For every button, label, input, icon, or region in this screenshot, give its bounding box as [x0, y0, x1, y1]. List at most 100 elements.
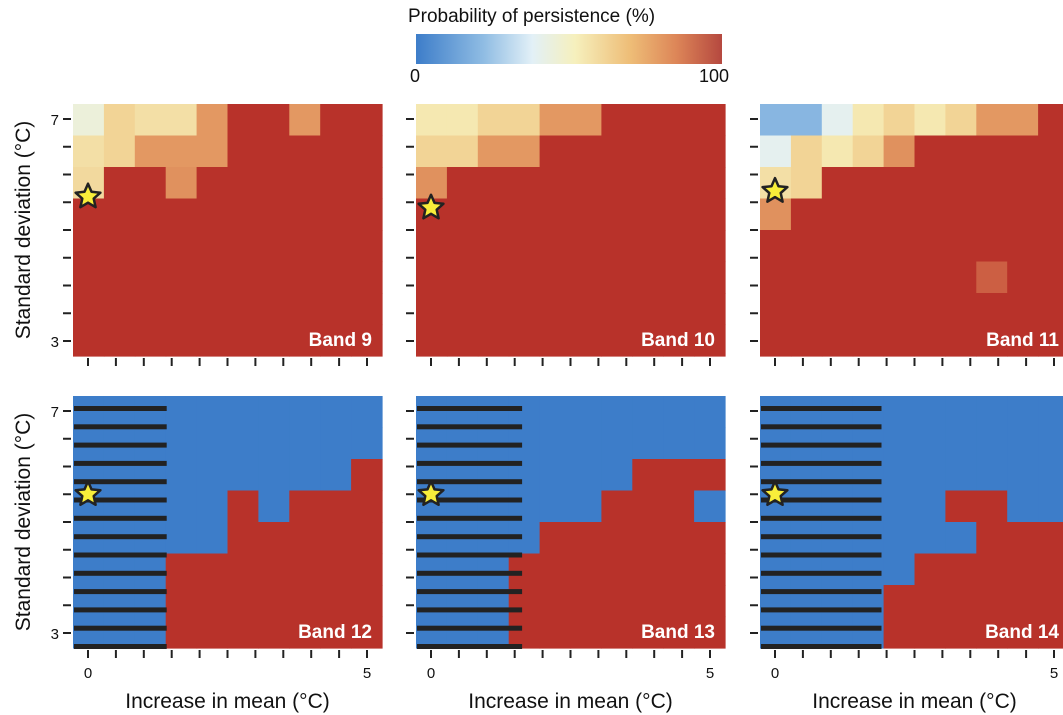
- heatmap-cell: [1038, 553, 1063, 586]
- heatmap-cell: [477, 616, 510, 649]
- heatmap-cell: [508, 135, 541, 168]
- heatmap-cell: [351, 104, 383, 137]
- heatmap-cell: [73, 230, 105, 263]
- heatmap-cell: [945, 427, 977, 460]
- heatmap-panel: 3 7 Standard deviation (°C) Band 9: [12, 104, 383, 366]
- heatmap-panel: 0 5 Increase in mean (°C) Band 14: [750, 396, 1063, 713]
- heatmap-cell: [165, 324, 198, 357]
- heatmap-cell: [883, 459, 916, 492]
- heatmap-cell: [351, 198, 383, 231]
- heatmap-cell: [289, 553, 321, 586]
- heatmap-cell: [945, 104, 977, 137]
- heatmap-cell: [1038, 490, 1063, 523]
- heatmap-cell: [227, 261, 259, 294]
- heatmap-cell: [477, 396, 510, 429]
- heatmap-cell: [601, 490, 633, 523]
- heatmap-cell: [258, 167, 290, 200]
- heatmap-cell: [601, 396, 633, 429]
- x-tick-label: 5: [706, 665, 714, 682]
- observed-star-marker: [417, 480, 445, 507]
- heatmap-cell: [539, 324, 572, 357]
- heatmap-cell: [601, 135, 633, 168]
- heatmap-cell: [601, 104, 633, 137]
- heatmap-cell: [134, 396, 167, 429]
- x-axis-label: Increase in mean (°C): [812, 690, 1016, 713]
- heatmap-cell: [883, 522, 916, 555]
- heatmap-cell: [320, 293, 352, 326]
- heatmap-cell: [976, 396, 1008, 429]
- missing-data-dash: [761, 442, 882, 448]
- heatmap-cell: [165, 261, 198, 294]
- heatmap-cell: [289, 490, 321, 523]
- heatmap-cell: [289, 261, 321, 294]
- heatmap-cell: [227, 585, 259, 618]
- missing-data-dash: [74, 406, 167, 411]
- heatmap-cell: [508, 198, 541, 231]
- heatmap-cell: [821, 616, 854, 649]
- heatmap-cell: [539, 585, 572, 618]
- heatmap-cell: [258, 522, 290, 555]
- heatmap-cell: [258, 135, 290, 168]
- missing-data-dash: [417, 442, 523, 448]
- heatmap-cell: [320, 553, 352, 586]
- heatmap-cell: [416, 261, 448, 294]
- heatmap-cell: [694, 522, 726, 555]
- heatmap-cell: [632, 293, 664, 326]
- heatmap-cell: [663, 616, 695, 649]
- heatmap-cell: [632, 261, 664, 294]
- heatmap-cell: [416, 104, 448, 137]
- legend-min-label: 0: [410, 66, 421, 86]
- heatmap-cell: [570, 427, 602, 460]
- heatmap-cell: [103, 104, 136, 137]
- heatmap-cell: [1007, 104, 1039, 137]
- heatmap-cell: [694, 198, 726, 231]
- panel-label: Band 12: [298, 622, 372, 643]
- heatmap-cell: [508, 230, 541, 263]
- heatmap-cell: [416, 616, 448, 649]
- heatmap-cell: [790, 104, 823, 137]
- heatmap-cell: [694, 490, 726, 523]
- heatmap-cell: [790, 230, 823, 263]
- heatmap-cell: [196, 104, 229, 137]
- heatmap-cell: [165, 616, 198, 649]
- missing-data-dash: [74, 515, 167, 521]
- heatmap-cell: [196, 553, 229, 586]
- heatmap-cell: [1007, 198, 1039, 231]
- heatmap-cell: [258, 230, 290, 263]
- heatmap-cell: [227, 324, 259, 357]
- panel-label: Band 14: [985, 622, 1059, 643]
- heatmap-cell: [790, 261, 823, 294]
- heatmap-cell: [694, 167, 726, 200]
- heatmap-cell: [320, 198, 352, 231]
- heatmap-cell: [852, 293, 885, 326]
- heatmap-cell: [351, 522, 383, 555]
- missing-data-dash: [417, 607, 523, 613]
- heatmap-cell: [976, 490, 1008, 523]
- missing-data-dash: [74, 552, 167, 558]
- heatmap-cell: [914, 324, 946, 357]
- y-axis-label: Standard deviation (°C): [12, 413, 35, 632]
- missing-data-dash: [417, 534, 523, 540]
- heatmap-cell: [227, 167, 259, 200]
- heatmap-cell: [351, 324, 383, 357]
- missing-data-dash: [74, 479, 167, 485]
- heatmap-cell: [258, 427, 290, 460]
- heatmap-cell: [196, 135, 229, 168]
- heatmap-cell: [1007, 324, 1039, 357]
- x-axis-label: Increase in mean (°C): [468, 690, 672, 713]
- heatmap-cell: [663, 490, 695, 523]
- heatmap-cell: [694, 293, 726, 326]
- missing-data-dash: [74, 625, 167, 631]
- heatmap-cell: [760, 616, 792, 649]
- heatmap-cell: [1007, 553, 1039, 586]
- heatmap-cell: [1007, 427, 1039, 460]
- panel-label: Band 11: [986, 330, 1059, 351]
- heatmap-cell: [351, 167, 383, 200]
- heatmap-cell: [601, 230, 633, 263]
- heatmap-cell: [663, 261, 695, 294]
- heatmap-cell: [446, 324, 479, 357]
- heatmap-cell: [446, 104, 479, 137]
- heatmap-cell: [883, 104, 916, 137]
- heatmap-cell: [570, 261, 602, 294]
- missing-data-dash: [417, 424, 523, 430]
